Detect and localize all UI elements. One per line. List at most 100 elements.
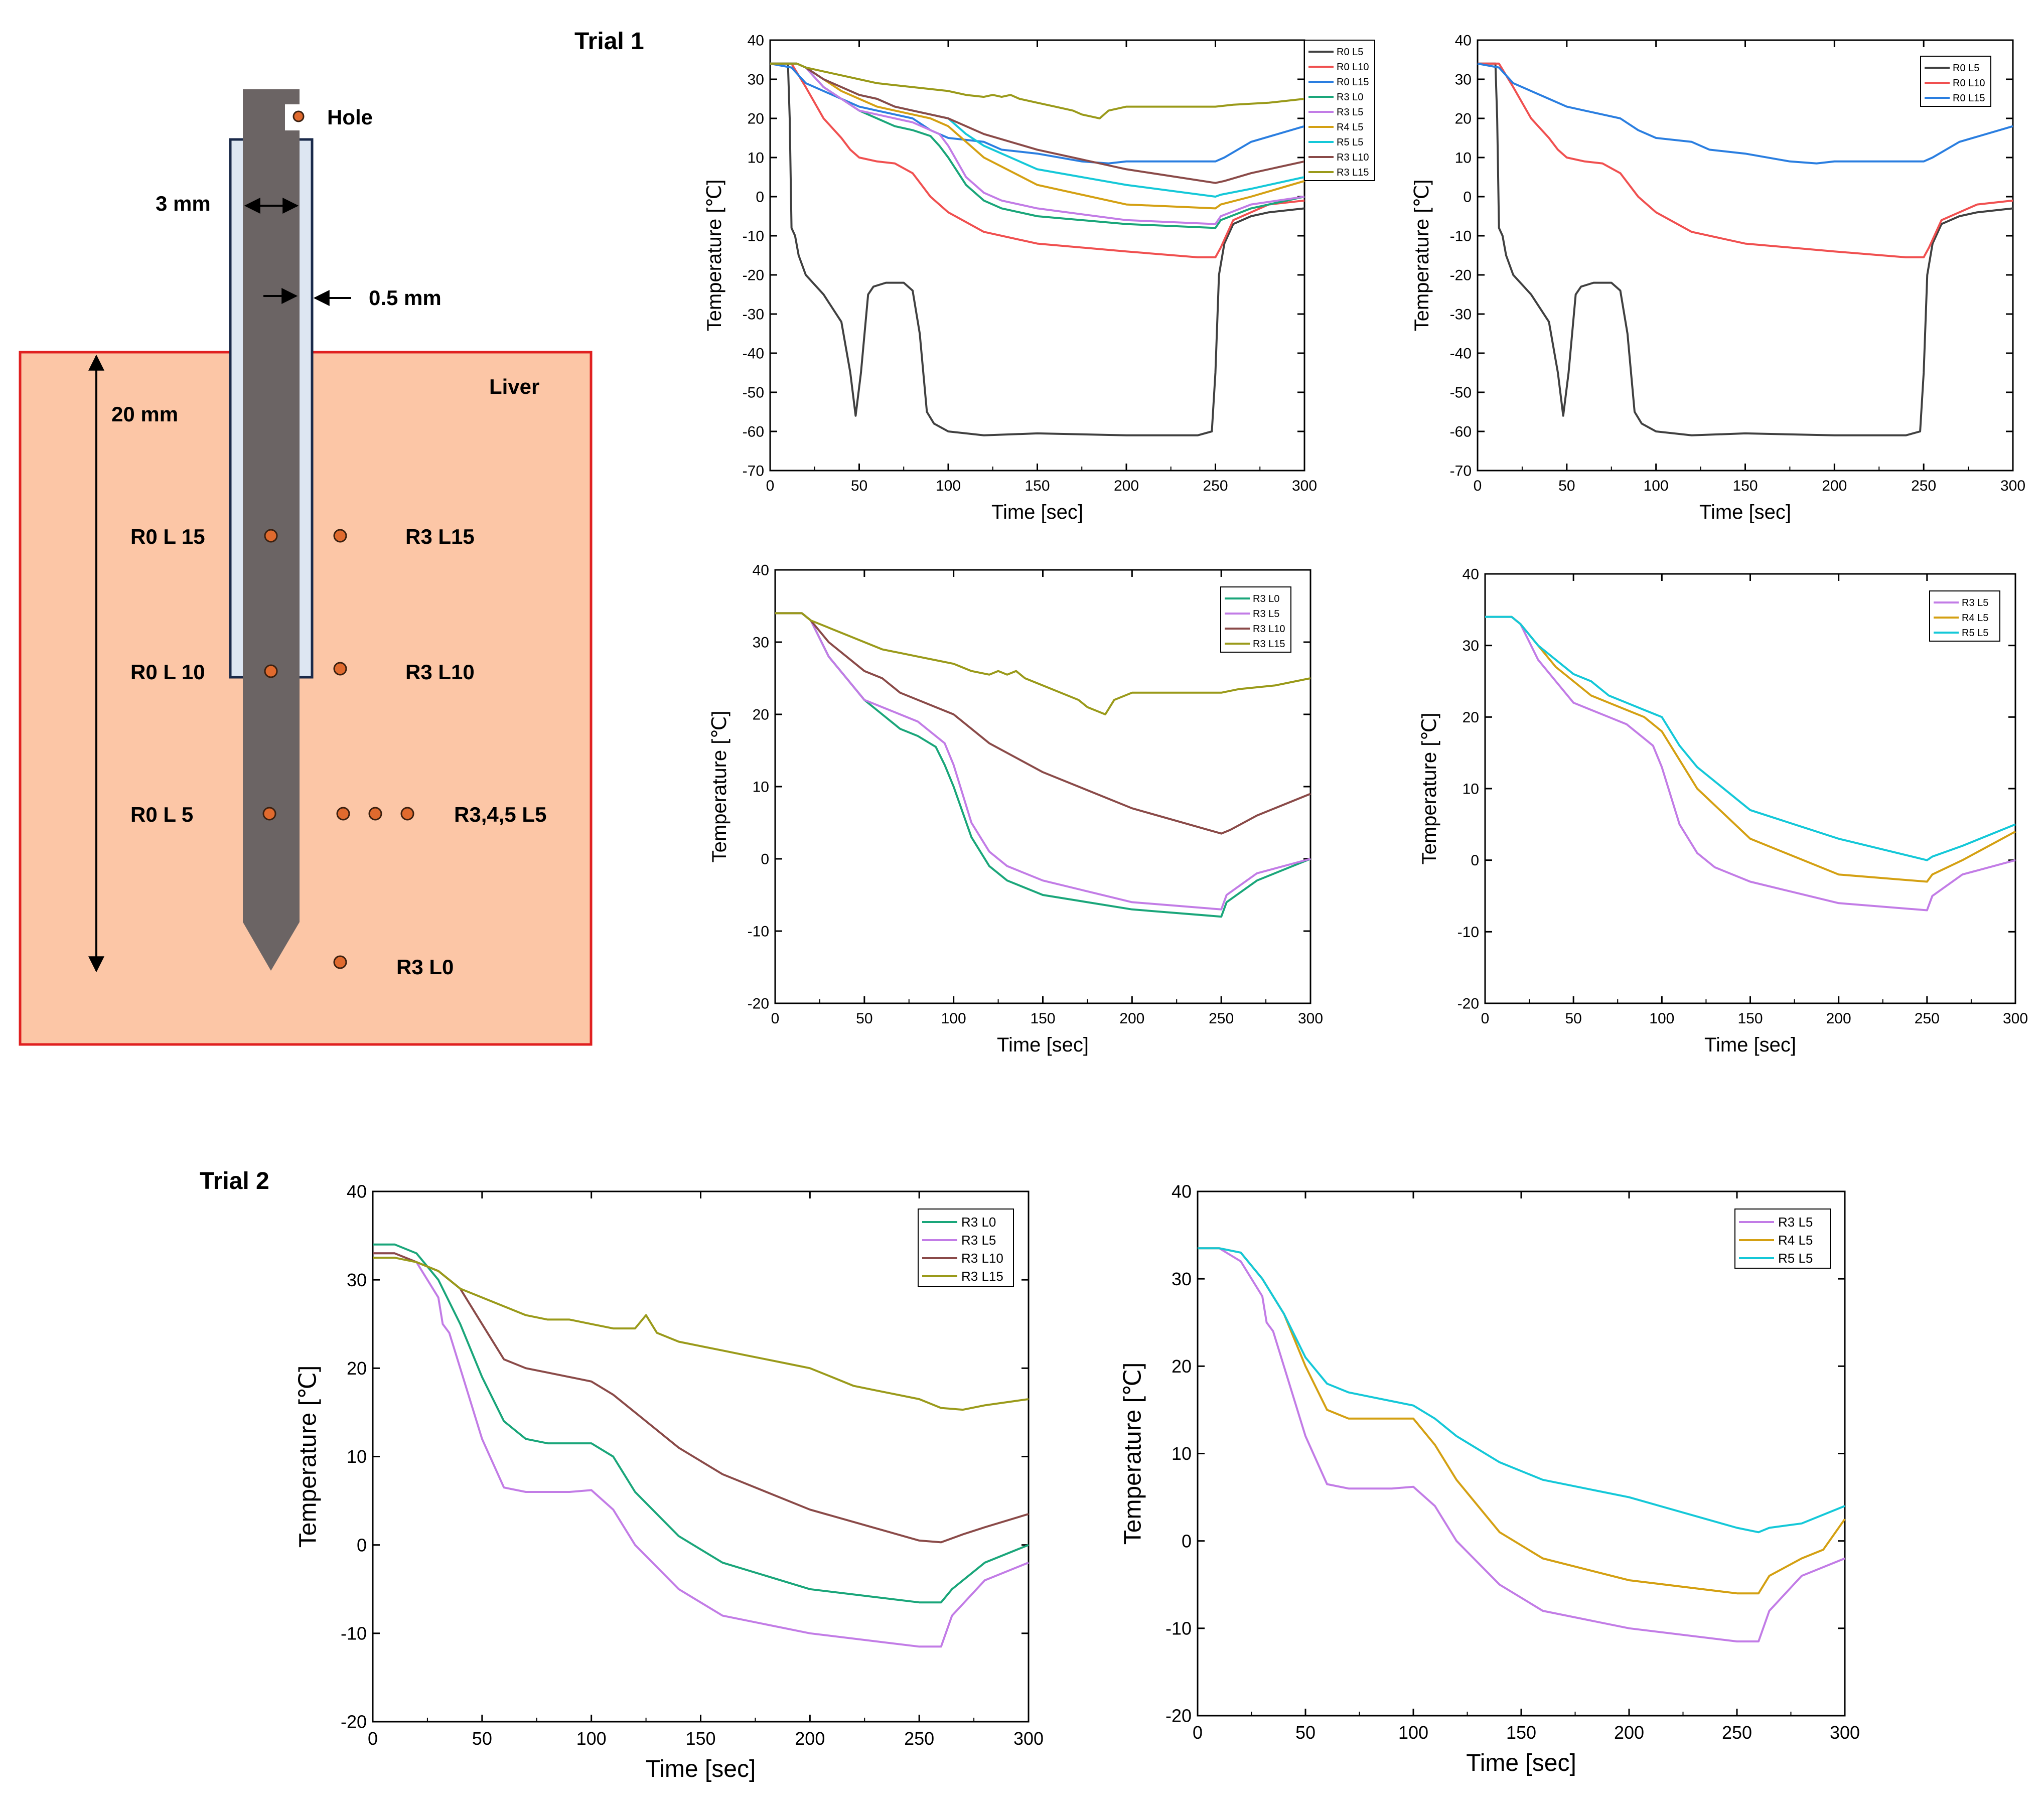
series-line-r3-l0	[373, 1243, 1029, 1604]
label-r0-l10: R0 L 10	[130, 660, 205, 684]
legend-label-r3-l5: R3 L5	[1337, 107, 1363, 118]
y-tick-label: 40	[753, 562, 769, 579]
x-tick-label: 50	[1295, 1722, 1316, 1743]
chart-trial1-l5-sensors: 0 50 100 150 200 250 300 -20 -10 0 10 20 30 40 Time [s…	[1418, 566, 2028, 1056]
y-axis-title: Temperature [℃]	[1119, 1363, 1146, 1545]
x-axis-title: Time [sec]	[646, 1756, 756, 1782]
y-tick-label: -10	[1450, 228, 1472, 245]
legend-label-r3-l10: R3 L10	[1337, 152, 1369, 163]
x-tick-label: 300	[1013, 1728, 1044, 1749]
y-tick-label: -10	[1457, 924, 1479, 941]
y-tick-label: -30	[1450, 307, 1472, 323]
x-tick-label: 100	[936, 478, 961, 494]
x-tick-label: 300	[2003, 1010, 2028, 1027]
x-tick-label: 300	[1830, 1722, 1860, 1743]
x-tick-label: 0	[1481, 1010, 1490, 1027]
y-tick-label: 10	[1455, 150, 1472, 167]
trial-2-label: Trial 2	[200, 1168, 269, 1194]
series-line-r3-l5	[775, 612, 1311, 911]
series-line-r3-l5	[373, 1252, 1029, 1648]
y-tick-label: 30	[748, 72, 764, 88]
x-tick-label: 100	[941, 1010, 966, 1027]
series-line-r0-l10	[770, 62, 1305, 258]
x-tick-label: 250	[1722, 1722, 1752, 1743]
x-tick-label: 250	[1209, 1010, 1234, 1027]
label-r345-l5: R3,4,5 L5	[454, 803, 546, 826]
x-tick-label: 0	[771, 1010, 780, 1027]
x-tick-label: 50	[1565, 1010, 1581, 1027]
y-tick-label: 40	[1172, 1181, 1192, 1202]
y-tick-label: -20	[748, 996, 769, 1012]
sensor-r0-l5	[262, 807, 276, 821]
series-line-r5-l5	[770, 62, 1305, 198]
legend-label-r0-l5: R0 L5	[1953, 63, 1979, 74]
y-tick-label: 0	[357, 1535, 367, 1555]
x-tick-label: 100	[1644, 478, 1669, 494]
width-label: 3 mm	[156, 192, 211, 215]
x-axis-title: Time [sec]	[1466, 1750, 1576, 1776]
chart-trial1-r3-sensors: 0 50 100 150 200 250 300 -20 -10 0 10 20 30 40 Time [s…	[708, 562, 1323, 1056]
y-tick-label: 10	[748, 150, 764, 167]
legend-label-r0-l15: R0 L15	[1953, 93, 1985, 104]
x-axis-title: Time [sec]	[1704, 1034, 1796, 1056]
series-line-r0-l10	[1478, 62, 2013, 258]
y-tick-label: -60	[1450, 424, 1472, 440]
y-axis-title: Temperature [℃]	[703, 180, 725, 332]
series-line-r0-l15	[1477, 62, 2013, 165]
legend-label-r3-l10: R3 L10	[1253, 624, 1285, 635]
y-tick-label: -20	[341, 1712, 367, 1732]
legend-label-r3-l5: R3 L5	[1253, 609, 1279, 620]
x-tick-label: 100	[1649, 1010, 1674, 1027]
sensor-r3-l0	[333, 955, 347, 969]
series-line-r3-l15	[770, 62, 1305, 119]
series-line-r0-l5	[1478, 62, 2013, 436]
x-tick-label: 250	[904, 1728, 934, 1749]
x-tick-label: 0	[766, 478, 775, 494]
y-tick-label: 30	[347, 1270, 367, 1290]
y-tick-label: -20	[743, 267, 764, 284]
y-tick-label: -10	[1165, 1618, 1192, 1638]
legend-label-r3-l0: R3 L0	[1337, 92, 1363, 103]
x-tick-label: 50	[472, 1728, 492, 1749]
legend: R3 L0 R3 L5 R3 L10 R3 L15	[918, 1208, 1014, 1287]
plot-frame	[1197, 1190, 1846, 1717]
legend-label-r5-l5: R5 L5	[1337, 137, 1363, 148]
x-tick-label: 50	[851, 478, 867, 494]
chart-trial1-r0-sensors: 0 50 100 150 200 250 300 -70 -60 -50 -40 -30 -20 -10 0…	[1411, 33, 2025, 524]
chart-trial2-r3-sensors: 0 50 100 150 200 250 300 -20 -10 0 10 20 30 40 Time [s…	[295, 1181, 1044, 1782]
x-tick-label: 250	[1911, 478, 1936, 494]
legend-label-r0-l10: R0 L10	[1953, 78, 1985, 89]
series-line-r3-l0	[775, 612, 1311, 918]
x-tick-label: 100	[1398, 1722, 1428, 1743]
y-tick-label: 20	[347, 1358, 367, 1379]
legend-label-r3-l15: R3 L15	[961, 1269, 1003, 1284]
x-tick-label: 150	[1737, 1010, 1763, 1027]
sensor-r3-l5	[336, 807, 350, 821]
sensor-r3-l15	[333, 529, 347, 543]
series-line-r5-l5	[1198, 1247, 1845, 1534]
y-tick-label: -10	[341, 1623, 367, 1643]
y-tick-label: 10	[1463, 781, 1479, 798]
y-axis-title: Temperature [℃]	[708, 711, 731, 863]
liver-label: Liver	[489, 375, 539, 398]
y-tick-label: -10	[743, 228, 764, 245]
sheath-right	[297, 138, 314, 679]
series-line-r3-l5	[1485, 616, 2016, 912]
x-tick-label: 150	[1506, 1722, 1536, 1743]
series-line-r0-l15	[770, 62, 1305, 165]
y-tick-label: -20	[1457, 996, 1479, 1012]
y-tick-label: -50	[743, 385, 764, 401]
series-line-r3-l15	[775, 612, 1311, 715]
x-axis-title: Time [sec]	[1699, 501, 1791, 523]
x-tick-label: 150	[1030, 1010, 1055, 1027]
x-tick-label: 300	[2000, 478, 2025, 494]
legend-label-r3-l10: R3 L10	[961, 1251, 1003, 1266]
hole-label: Hole	[327, 105, 373, 129]
x-tick-label: 50	[1558, 478, 1575, 494]
legend-label-r3-l5: R3 L5	[1962, 597, 1988, 609]
series-line-r4-l5	[1485, 616, 2016, 883]
y-tick-label: 30	[1463, 638, 1479, 654]
series-line-r3-l5	[770, 62, 1305, 225]
legend: R3 L5 R4 L5 R5 L5	[1929, 590, 2000, 642]
x-tick-label: 250	[1915, 1010, 1940, 1027]
